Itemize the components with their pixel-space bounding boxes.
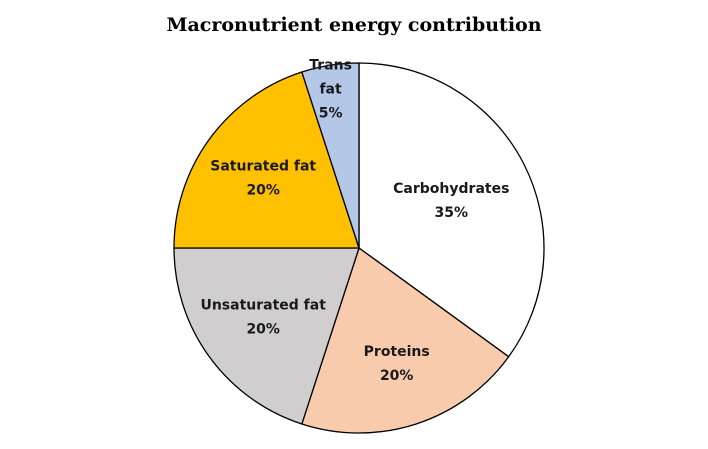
pie-label-line: Carbohydrates: [393, 181, 509, 197]
pie-slices: [173, 62, 545, 434]
pie-slice-trans-fat: [301, 62, 360, 249]
pie-slice-carbohydrates: [358, 62, 545, 358]
pie-label-line: 5%: [319, 106, 343, 122]
pie-label-line: 20%: [380, 368, 414, 384]
pie-label-line: 20%: [246, 322, 280, 338]
pie-label-line: fat: [319, 82, 342, 98]
pie-label-saturated-fat: Saturated fat 20%: [210, 158, 316, 198]
pie-slice-proteins: [301, 247, 510, 434]
chart-title: Macronutrient energy contribution: [166, 14, 542, 36]
pie-label-line: 35%: [435, 205, 469, 221]
pie-label-line: Trans: [309, 58, 352, 74]
pie-label-trans-fat: Trans fat 5%: [309, 58, 352, 122]
pie-slice-unsaturated-fat: [173, 247, 360, 425]
pie-label-proteins: Proteins 20%: [364, 344, 430, 384]
pie-label-line: Unsaturated fat: [200, 298, 326, 314]
pie-label-unsaturated-fat: Unsaturated fat 20%: [200, 298, 326, 338]
pie-label-line: Proteins: [364, 344, 430, 360]
pie-labels: Carbohydrates 35%Proteins 20%Unsaturated f…: [200, 58, 509, 385]
pie-label-carbohydrates: Carbohydrates 35%: [393, 181, 509, 221]
pie-slice-saturated-fat: [173, 71, 360, 249]
pie-label-line: Saturated fat: [210, 158, 316, 174]
pie-label-line: 20%: [246, 182, 280, 198]
